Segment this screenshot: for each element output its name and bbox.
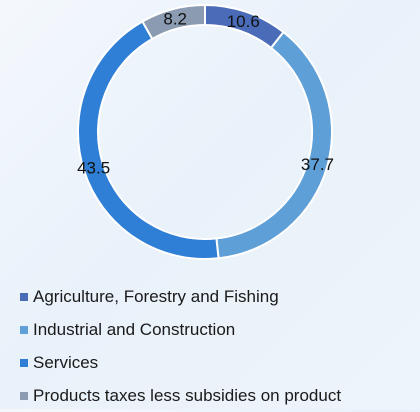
legend-item: Services [20,346,341,379]
legend-swatch [20,325,28,334]
slice-value-label: 8.2 [163,9,187,28]
legend-swatch [20,391,28,400]
legend-item: Products taxes less subsidies on product [20,379,341,412]
donut-slice [77,20,220,260]
legend-label: Agriculture, Forestry and Fishing [33,286,279,306]
chart-legend: Agriculture, Forestry and Fishing Industr… [20,280,341,412]
slice-value-label: 43.5 [77,158,110,177]
legend-label: Industrial and Construction [33,319,236,339]
legend-swatch [20,292,28,301]
slice-value-label: 37.7 [301,155,334,174]
legend-swatch [20,358,28,367]
legend-label: Products taxes less subsidies on product [33,385,342,405]
legend-item: Agriculture, Forestry and Fishing [20,280,341,313]
donut-chart: 10.6 37.7 43.5 8.2 [77,3,334,260]
donut-slice [141,3,206,41]
donut-slice [215,30,333,260]
legend-label: Services [33,352,99,372]
slice-value-label: 10.6 [227,12,260,31]
legend-item: Industrial and Construction [20,313,341,346]
